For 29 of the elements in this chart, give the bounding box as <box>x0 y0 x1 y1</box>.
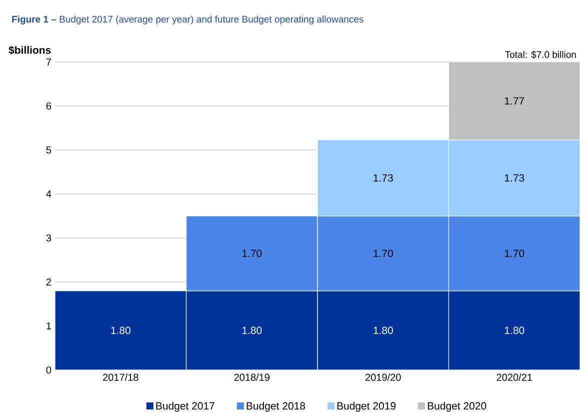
data-label: 1.77 <box>504 97 524 105</box>
chart-title: Figure 1 – Budget 2017 (average per year) and future Budget operating allowances <box>12 16 364 24</box>
y-tick-label: 7 <box>46 58 51 66</box>
x-tick-label: 2019/20 <box>366 374 401 381</box>
legend-label: Budget 2019 <box>337 402 396 412</box>
y-tick-label: 1 <box>46 322 51 330</box>
data-label: 1.73 <box>374 174 393 182</box>
x-tick-label: 2020/21 <box>496 374 532 381</box>
x-tick-label: 2017/18 <box>103 374 138 381</box>
data-label: 1.70 <box>374 250 393 258</box>
data-label: 1.80 <box>504 326 524 334</box>
x-tick-label: 2018/19 <box>234 374 270 381</box>
y-tick-label: 4 <box>46 190 52 198</box>
data-label: 1.80 <box>111 326 130 334</box>
data-label: 1.80 <box>374 326 393 334</box>
text: Total: $7.0 billion <box>505 50 576 58</box>
legend-label: Budget 2018 <box>246 402 306 412</box>
data-label: 1.80 <box>242 326 262 334</box>
data-label: 1.73 <box>504 174 524 182</box>
data-label: 1.70 <box>242 250 262 258</box>
y-tick-label: 5 <box>46 146 52 154</box>
y-tick-label: 2 <box>46 278 51 286</box>
y-tick-label: 6 <box>46 102 52 110</box>
legend-label: Budget 2017 <box>156 402 214 412</box>
y-tick-label: 0 <box>46 366 52 374</box>
data-label: 1.70 <box>504 250 524 258</box>
legend-label: Budget 2020 <box>428 402 486 412</box>
y-axis-title: $billions <box>8 46 51 54</box>
y-tick-label: 3 <box>46 234 52 242</box>
